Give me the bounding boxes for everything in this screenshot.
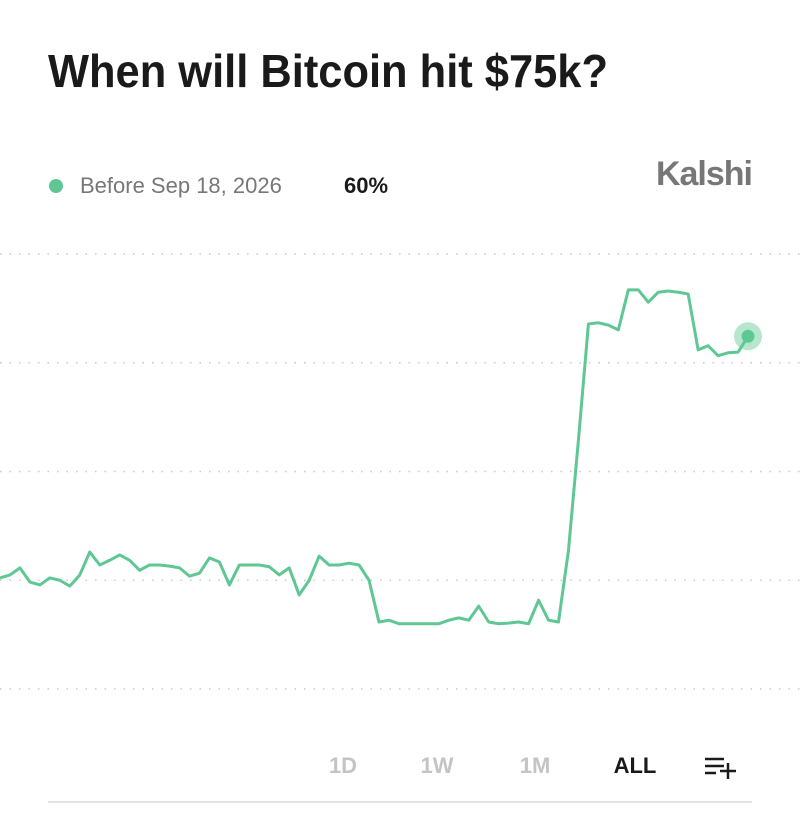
chart-title: When will Bitcoin hit $75k? bbox=[48, 45, 608, 97]
last-point bbox=[741, 329, 755, 343]
list-add-icon[interactable] bbox=[705, 757, 736, 779]
range-button[interactable]: ALL bbox=[614, 753, 657, 778]
range-button[interactable]: 1D bbox=[329, 753, 357, 778]
legend-dot bbox=[49, 179, 63, 193]
brand-logo: Kalshi bbox=[656, 155, 752, 193]
line bbox=[0, 288, 750, 626]
range-button[interactable]: 1W bbox=[421, 753, 454, 778]
legend-label: Before Sep 18, 2026 bbox=[80, 173, 282, 198]
legend-value: 60% bbox=[344, 173, 388, 198]
range-button[interactable]: 1M bbox=[520, 753, 551, 778]
